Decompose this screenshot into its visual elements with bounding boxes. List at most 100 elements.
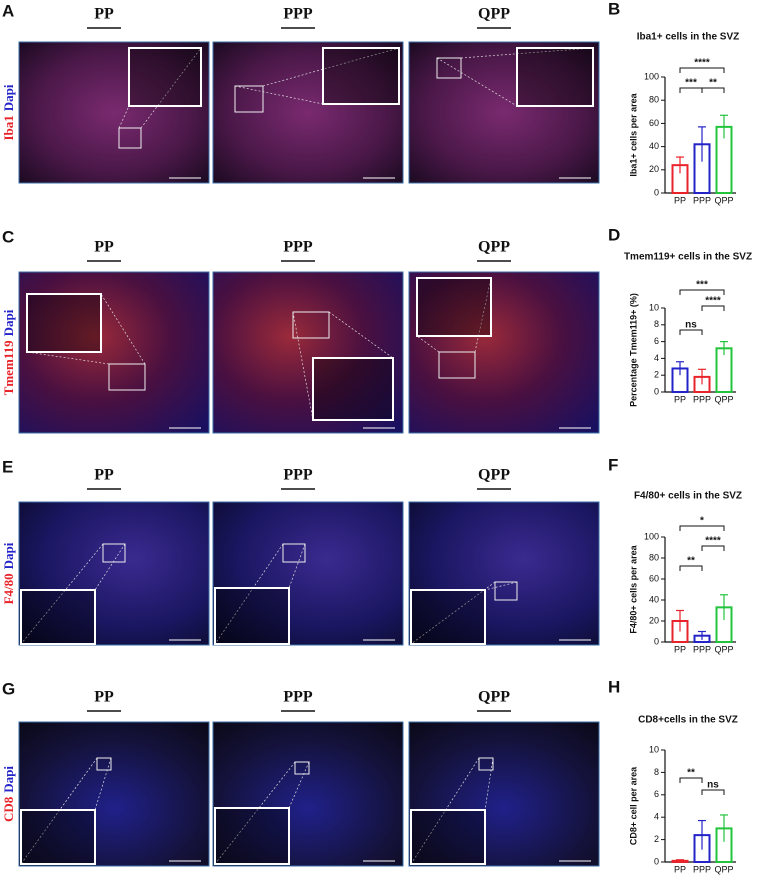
- counterstain-name: Dapi: [1, 766, 16, 793]
- x-tick-label: PPP: [693, 195, 711, 205]
- micrograph: [212, 271, 404, 434]
- y-tick-label: 0: [654, 386, 659, 396]
- stain-name: CD8: [1, 796, 16, 822]
- zoom-region: [478, 757, 494, 771]
- group-label: QPP: [478, 467, 510, 484]
- y-tick-label: 10: [649, 302, 659, 312]
- significance-bracket: [701, 545, 725, 551]
- zoom-inset: [410, 589, 486, 645]
- group-label: QPP: [478, 689, 510, 706]
- y-tick-label: 100: [644, 531, 659, 541]
- micrograph: [18, 721, 210, 867]
- y-axis-label: F4/80+ cells per area: [628, 544, 638, 633]
- zoom-inset: [410, 809, 486, 865]
- zoom-line: [484, 757, 494, 811]
- significance-label: *: [700, 516, 704, 527]
- y-tick-label: 4: [654, 353, 659, 363]
- counterstain-name: Dapi: [1, 84, 16, 111]
- panel-letter: H: [608, 677, 620, 696]
- y-tick-label: 8: [654, 767, 659, 777]
- zoom-line: [328, 311, 394, 359]
- stain-label: Tmem119 Dapi: [1, 309, 16, 395]
- significance-label: ns: [685, 320, 697, 331]
- group-label: PPP: [283, 6, 313, 23]
- stain-label: CD8 Dapi: [1, 766, 16, 822]
- significance-bracket: [701, 87, 725, 93]
- zoom-inset: [128, 47, 202, 107]
- zoom-line: [214, 543, 284, 645]
- stain-name: Iba1: [1, 115, 16, 140]
- zoom-region: [438, 351, 476, 379]
- significance-label: ***: [685, 78, 697, 89]
- group-label: PP: [94, 6, 114, 23]
- y-tick-label: 20: [649, 615, 659, 625]
- zoom-line: [234, 85, 324, 105]
- zoom-region: [234, 85, 264, 113]
- zoom-region: [118, 127, 142, 149]
- y-tick-label: 80: [649, 95, 659, 105]
- zoom-region: [102, 543, 126, 563]
- group-label: PP: [94, 239, 114, 256]
- y-axis-label: Iba1+ cells per area: [628, 92, 638, 176]
- significance-bracket: [679, 67, 725, 73]
- y-tick-label: 0: [654, 856, 659, 866]
- y-tick-label: 6: [654, 336, 659, 346]
- y-tick-label: 0: [654, 187, 659, 197]
- micrograph: [18, 41, 210, 184]
- y-tick-label: 20: [649, 164, 659, 174]
- y-tick-label: 10: [649, 744, 659, 754]
- x-tick-label: QPP: [714, 864, 733, 874]
- significance-bracket: [701, 305, 725, 311]
- stain-name: Tmem119: [1, 340, 16, 395]
- counterstain-name: Dapi: [1, 309, 16, 336]
- zoom-line: [262, 47, 400, 87]
- zoom-line: [94, 543, 126, 591]
- significance-label: ****: [705, 536, 721, 547]
- zoom-line: [410, 581, 496, 645]
- zoom-inset: [516, 47, 594, 107]
- zoom-inset: [20, 589, 96, 645]
- y-tick-label: 8: [654, 319, 659, 329]
- zoom-line: [26, 351, 110, 365]
- micrograph: [408, 501, 600, 646]
- micrograph: [212, 501, 404, 646]
- chart-title: F4/80+ cells in the SVZ: [634, 491, 742, 502]
- x-tick-label: PPP: [693, 644, 711, 654]
- zoom-line: [410, 757, 480, 865]
- zoom-inset: [312, 357, 394, 421]
- micrograph: [408, 41, 600, 184]
- chart-title: Iba1+ cells in the SVZ: [637, 32, 740, 43]
- group-label: PPP: [283, 467, 313, 484]
- zoom-region: [294, 761, 310, 775]
- significance-label: **: [687, 556, 695, 567]
- zoom-line: [118, 105, 130, 129]
- y-tick-label: 2: [654, 834, 659, 844]
- significance-label: **: [709, 78, 717, 89]
- group-label: PP: [94, 689, 114, 706]
- stain-label: F4/80 Dapi: [1, 542, 16, 604]
- zoom-inset: [416, 277, 492, 337]
- y-tick-label: 4: [654, 812, 659, 822]
- chart-title: CD8+cells in the SVZ: [638, 715, 738, 726]
- counterstain-name: Dapi: [1, 542, 16, 569]
- panel-letter: A: [2, 1, 14, 20]
- zoom-line: [484, 581, 518, 591]
- x-tick-label: PPP: [693, 864, 711, 874]
- y-tick-label: 0: [654, 636, 659, 646]
- group-label: PPP: [283, 239, 313, 256]
- x-tick-label: PP: [674, 864, 686, 874]
- zoom-inset: [26, 293, 102, 353]
- zoom-line: [214, 761, 296, 865]
- x-tick-label: PP: [674, 394, 686, 404]
- x-tick-label: QPP: [714, 394, 733, 404]
- zoom-line: [20, 543, 104, 645]
- zoom-region: [108, 363, 146, 391]
- stain-name: F4/80: [1, 573, 16, 604]
- y-tick-label: 6: [654, 789, 659, 799]
- panel-letter: E: [2, 457, 13, 476]
- zoom-region: [292, 311, 330, 339]
- significance-bracket: [679, 565, 703, 571]
- y-tick-label: 40: [649, 594, 659, 604]
- significance-bracket: [679, 289, 725, 295]
